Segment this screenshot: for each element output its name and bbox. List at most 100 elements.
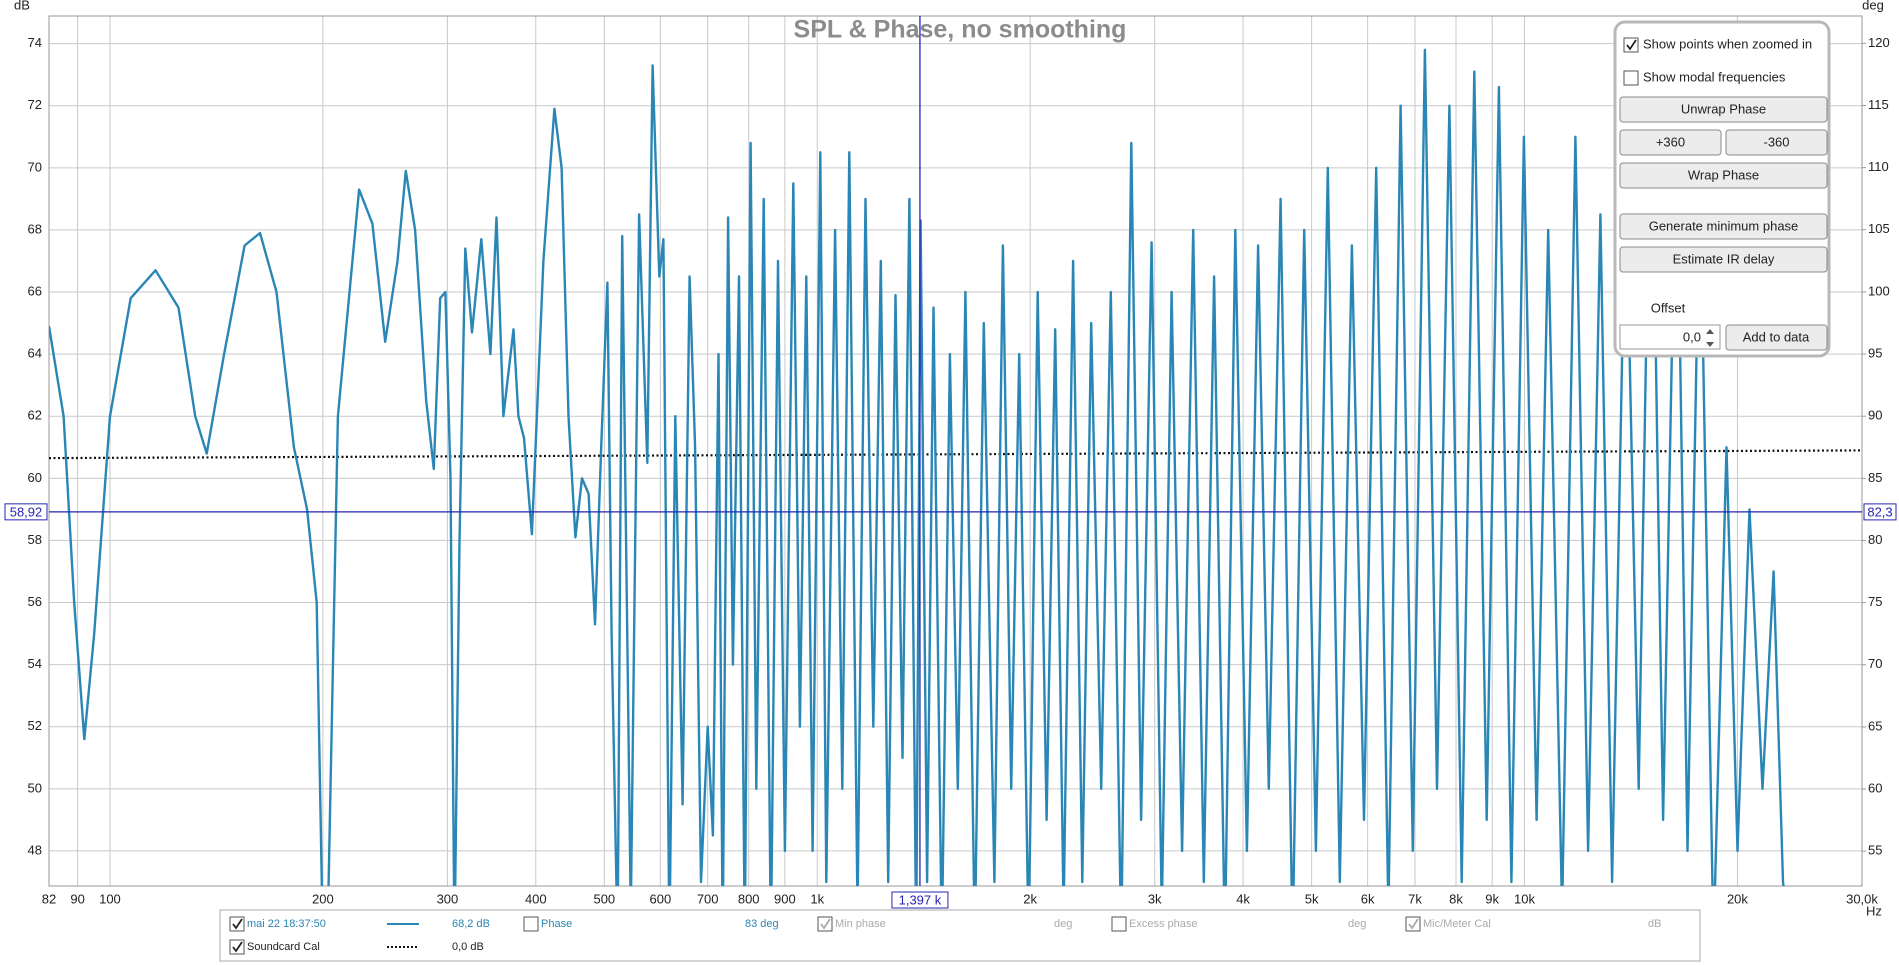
- offset-input[interactable]: [1619, 324, 1721, 350]
- y-tick-label: 52: [28, 718, 42, 733]
- cursor-x-box: [891, 891, 949, 909]
- x-tick-label: 200: [312, 891, 334, 906]
- panel-button[interactable]: [1725, 129, 1828, 156]
- y-tick-label: 68: [28, 221, 42, 236]
- x-tick-label: 20k: [1727, 891, 1748, 906]
- y2-tick-label: 100: [1868, 283, 1890, 298]
- y2-unit: deg: [1862, 0, 1884, 12]
- y2-tick-label: 70: [1868, 656, 1882, 671]
- y2-tick-label: 60: [1868, 780, 1882, 795]
- checkmark: [1626, 39, 1637, 51]
- legend-extra-label: Mic/Meter Cal: [1423, 918, 1491, 930]
- series-line: [49, 48, 1785, 886]
- legend-readout: 0,0 dB: [452, 941, 484, 953]
- x-tick-label: 900: [774, 891, 796, 906]
- checkmark: [820, 918, 831, 930]
- y-tick-label: 60: [28, 470, 42, 485]
- x-tick-label: 9k: [1485, 891, 1499, 906]
- y-tick-label: 70: [28, 159, 42, 174]
- panel-button[interactable]: [1619, 96, 1828, 123]
- x-tick-label: 3k: [1148, 891, 1162, 906]
- y2-tick-label: 75: [1868, 594, 1882, 609]
- y-tick-label: 58: [28, 532, 42, 547]
- y-tick-label: 64: [28, 346, 42, 361]
- legend-label: Soundcard Cal: [247, 941, 320, 953]
- panel-button[interactable]: [1619, 162, 1828, 189]
- offset-spinner[interactable]: [1706, 329, 1714, 347]
- legend-extra-readout: dB: [1648, 918, 1661, 930]
- checkbox[interactable]: [1111, 916, 1127, 932]
- y-tick-label: 56: [28, 594, 42, 609]
- legend-box: [219, 909, 1701, 962]
- panel-button-label[interactable]: Wrap Phase: [1688, 167, 1759, 182]
- y2-tick-label: 105: [1868, 221, 1890, 236]
- legend-readout: 68,2 dB: [452, 918, 490, 930]
- panel-checkbox-label: Show modal frequencies: [1643, 69, 1786, 84]
- panel-button[interactable]: [1619, 213, 1828, 240]
- y2-tick-label: 55: [1868, 843, 1882, 858]
- panel-button-label[interactable]: -360: [1763, 134, 1789, 149]
- checkmark: [1408, 918, 1419, 930]
- y2-tick-label: 65: [1868, 718, 1882, 733]
- legend-label: mai 22 18:37:50: [247, 918, 326, 930]
- y-tick-label: 50: [28, 780, 42, 795]
- cursor-y2-box: [1863, 503, 1897, 521]
- panel-button-label[interactable]: Unwrap Phase: [1681, 101, 1766, 116]
- checkmark: [232, 918, 243, 930]
- x-unit: Hz: [1866, 903, 1882, 918]
- offset-label: Offset: [1651, 300, 1686, 315]
- x-tick-label: 7k: [1408, 891, 1422, 906]
- legend-extra-label: Min phase: [835, 918, 886, 930]
- y-unit: dB: [14, 0, 30, 12]
- legend: mai 22 18:37:50 68,2 dB Soundcard Cal 0,0 d…: [229, 916, 1661, 955]
- panel-button[interactable]: [1619, 246, 1828, 273]
- x-tick-label: 2k: [1023, 891, 1037, 906]
- y2-tick-label: 110: [1868, 159, 1889, 174]
- panel-button-label[interactable]: Estimate IR delay: [1673, 251, 1775, 266]
- cursor-y-box: [4, 503, 48, 521]
- y2-tick-label: 95: [1868, 345, 1882, 360]
- plot-marks: [49, 16, 1862, 886]
- x-tick-label: 82: [42, 891, 56, 906]
- y-tick-label: 74: [28, 35, 42, 50]
- x-tick-label: 10k: [1514, 891, 1535, 906]
- y-tick-label: 54: [28, 656, 42, 671]
- offset-value[interactable]: 0,0: [1683, 329, 1701, 344]
- panel-button[interactable]: [1619, 129, 1722, 156]
- panel-button-label[interactable]: Generate minimum phase: [1649, 218, 1799, 233]
- legend-extra-readout: deg: [1054, 918, 1072, 930]
- x-tick-label: 1k: [810, 891, 824, 906]
- legend-extra-label: Excess phase: [1129, 918, 1197, 930]
- x-tick-label: 800: [738, 891, 760, 906]
- plot-frame: [48, 15, 1863, 887]
- x-tick-label: 100: [99, 891, 121, 906]
- cursor-x-label: 1,397 k: [899, 892, 942, 907]
- y-tick-label: 66: [28, 283, 42, 298]
- cursor-y2-label: 82,3: [1867, 504, 1892, 519]
- x-tick-label: 5k: [1305, 891, 1319, 906]
- checkbox[interactable]: [523, 916, 539, 932]
- chart-title: SPL & Phase, no smoothing: [794, 16, 1127, 44]
- legend-extra-readout: 83 deg: [745, 918, 779, 930]
- x-tick-label: 300: [437, 891, 459, 906]
- x-tick-label: 700: [697, 891, 719, 906]
- control-panel: Show points when zoomed in Show modal fre…: [1613, 20, 1831, 358]
- series-line: [49, 449, 1862, 460]
- y2-tick-label: 120: [1868, 35, 1890, 50]
- x-tick-label: 6k: [1361, 891, 1375, 906]
- labels: 82 90 100 200 300 400 500 600 700 800 900 1k 2k 3k 4k 5…: [4, 35, 1897, 909]
- checkmark: [232, 941, 243, 953]
- y-tick-label: 72: [28, 97, 42, 112]
- y2-tick-label: 85: [1868, 470, 1882, 485]
- checkbox[interactable]: [1623, 70, 1639, 86]
- y2-tick-label: 80: [1868, 532, 1882, 547]
- x-tick-label: 30,0k: [1846, 891, 1878, 906]
- x-tick-label: 500: [593, 891, 615, 906]
- x-tick-label: 4k: [1236, 891, 1250, 906]
- add-button-label[interactable]: Add to data: [1743, 329, 1810, 344]
- x-tick-label: 8k: [1449, 891, 1463, 906]
- add-button[interactable]: [1725, 324, 1828, 351]
- panel-button-label[interactable]: +360: [1656, 134, 1685, 149]
- panel-checkbox-label: Show points when zoomed in: [1643, 36, 1812, 51]
